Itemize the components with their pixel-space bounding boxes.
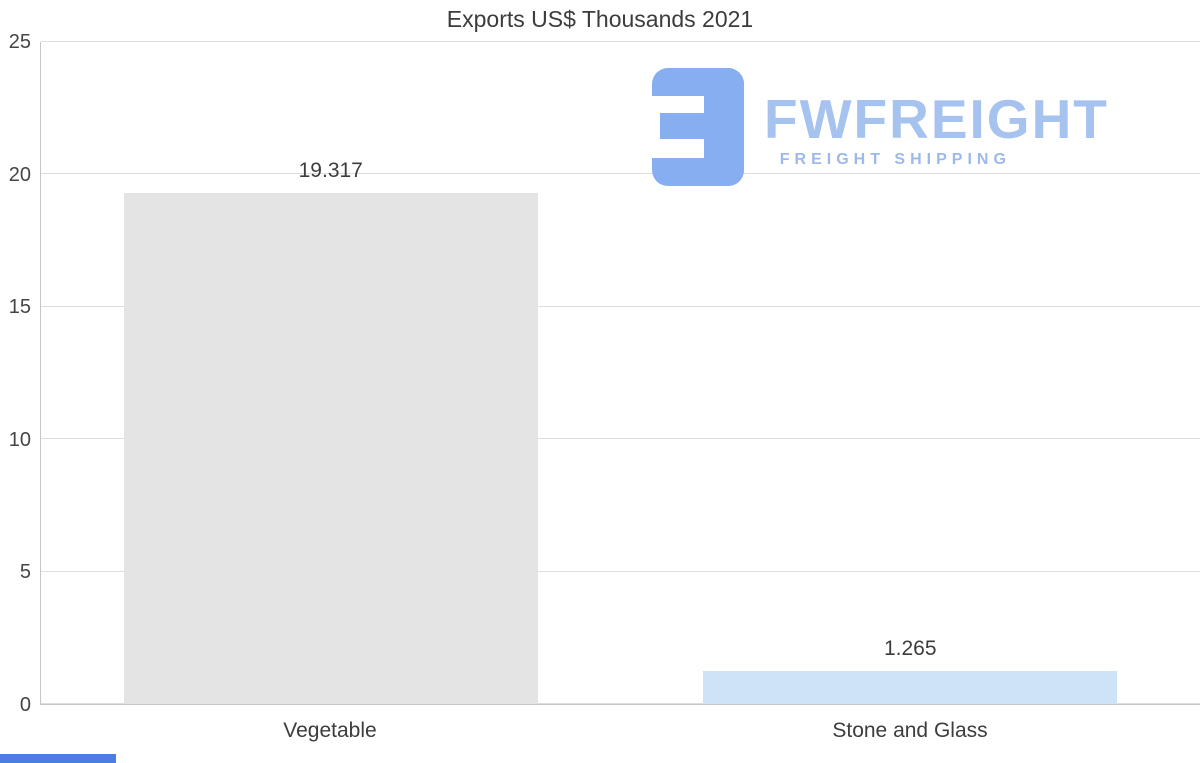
fwfreight-logo-icon xyxy=(652,68,744,186)
bar-vegetable[interactable] xyxy=(123,192,538,704)
y-tick-label: 5 xyxy=(19,561,31,584)
y-axis: 0 5 10 15 20 25 xyxy=(0,32,40,715)
x-category-label: Stone and Glass xyxy=(832,719,988,742)
brand-tagline: FREIGHT SHIPPING xyxy=(779,151,1011,168)
value-label: 1.265 xyxy=(883,636,937,660)
logo-text-block: FWFREIGHT FREIGHT SHIPPING xyxy=(764,92,1109,169)
gridline xyxy=(41,305,1200,307)
gridline xyxy=(41,41,1200,42)
y-tick-label: 10 xyxy=(8,428,31,451)
gridline xyxy=(41,173,1200,175)
gridline xyxy=(41,438,1200,440)
bar-slot: 19.317 xyxy=(41,42,621,704)
y-tick-label: 0 xyxy=(19,694,31,716)
x-category-label: Vegetable xyxy=(283,719,377,742)
fwfreight-watermark: FWFREIGHT FREIGHT SHIPPING xyxy=(652,68,1109,186)
bar-stone-and-glass[interactable] xyxy=(703,670,1118,704)
gridline xyxy=(41,703,1200,704)
x-axis-labels: Vegetable Stone and Glass xyxy=(40,719,1200,743)
y-tick-label: 15 xyxy=(8,296,31,319)
brand-text: FWFREIGHT xyxy=(764,88,1109,150)
y-tick-label: 20 xyxy=(8,163,31,186)
chart-title: Exports US$ Thousands 2021 xyxy=(446,6,754,32)
scroll-indicator[interactable] xyxy=(0,754,116,763)
bar-slot: 1.265 xyxy=(621,42,1200,704)
y-tick-label: 25 xyxy=(8,31,31,53)
gridline xyxy=(41,570,1200,572)
value-label: 19.317 xyxy=(298,158,363,182)
plot-area: 19.317 1.265 xyxy=(40,41,1200,705)
